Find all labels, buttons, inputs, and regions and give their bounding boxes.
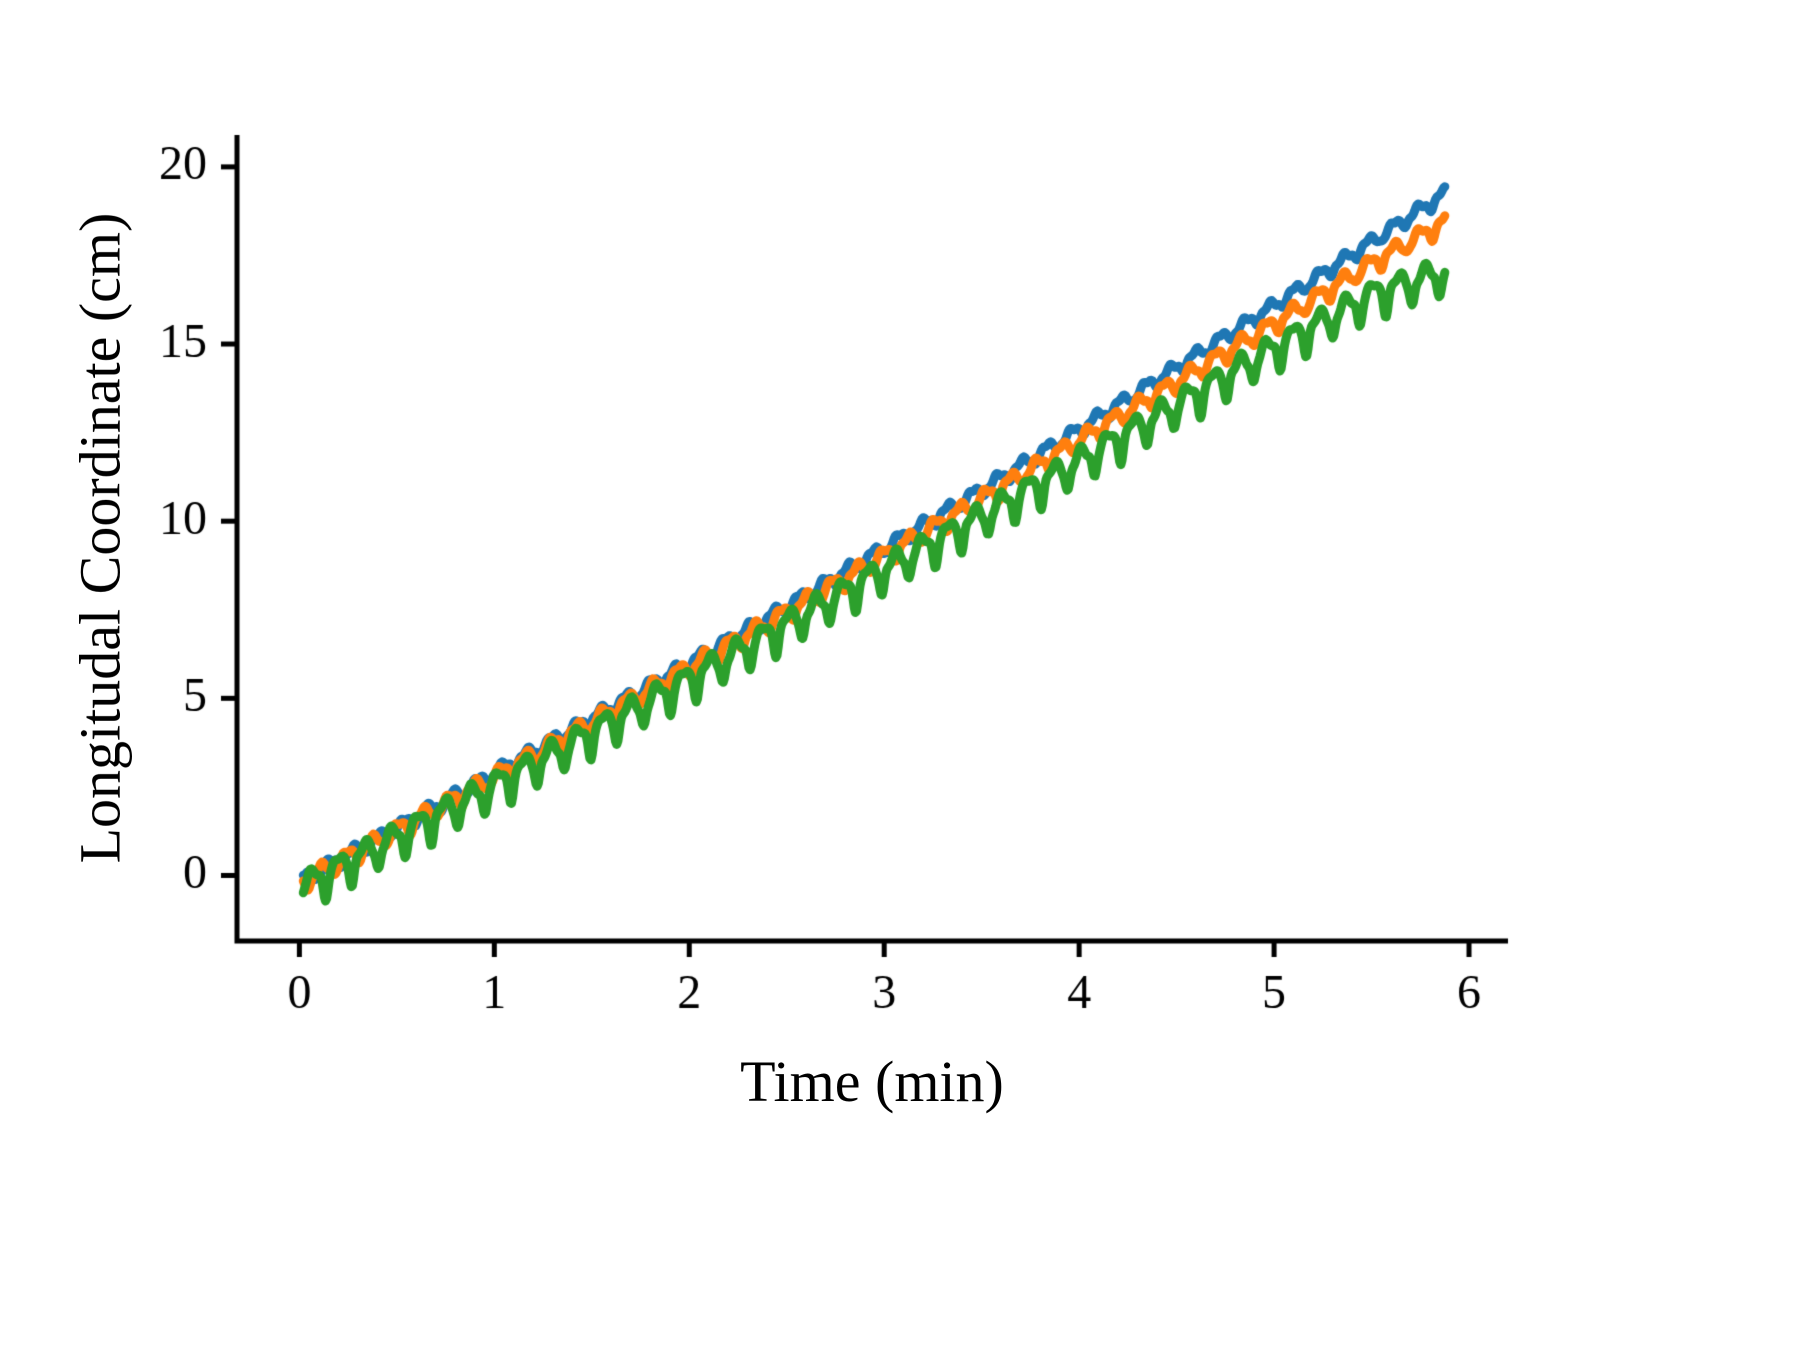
x-axis-label: Time (min) [740, 1049, 1004, 1114]
y-axis-label: Longitudal Coordinate (cm) [67, 212, 133, 864]
